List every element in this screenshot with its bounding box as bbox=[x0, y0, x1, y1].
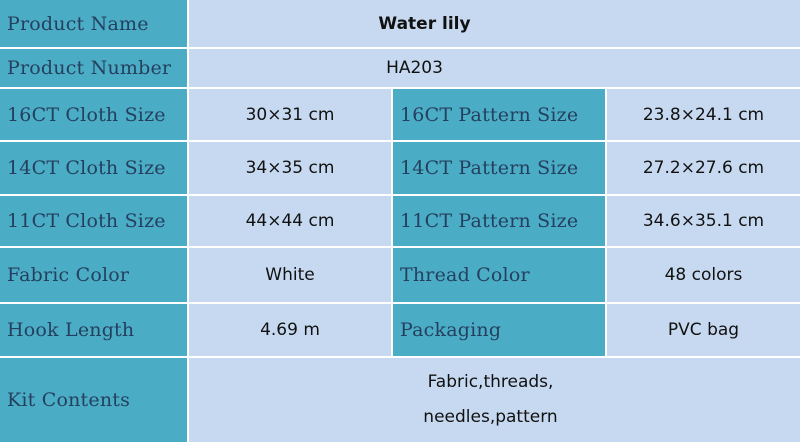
value-packaging: PVC bag bbox=[607, 304, 800, 356]
value-product-number: HA203 bbox=[189, 49, 800, 87]
value-hook-length: 4.69 m bbox=[189, 304, 391, 356]
label-11ct-cloth: 11CT Cloth Size bbox=[0, 196, 187, 246]
value-11ct-pattern: 34.6×35.1 cm bbox=[607, 196, 800, 246]
label-fabric-color: Fabric Color bbox=[0, 248, 187, 302]
label-packaging: Packaging bbox=[393, 304, 605, 356]
label-14ct-cloth: 14CT Cloth Size bbox=[0, 142, 187, 194]
value-14ct-cloth: 34×35 cm bbox=[189, 142, 391, 194]
label-11ct-pattern: 11CT Pattern Size bbox=[393, 196, 605, 246]
value-16ct-pattern: 23.8×24.1 cm bbox=[607, 89, 800, 140]
label-product-number: Product Number bbox=[0, 49, 187, 87]
label-14ct-pattern: 14CT Pattern Size bbox=[393, 142, 605, 194]
label-16ct-pattern: 16CT Pattern Size bbox=[393, 89, 605, 140]
label-product-name: Product Name bbox=[0, 0, 187, 47]
value-14ct-pattern: 27.2×27.6 cm bbox=[607, 142, 800, 194]
kit-line-2: needles,pattern bbox=[423, 407, 558, 427]
label-16ct-cloth: 16CT Cloth Size bbox=[0, 89, 187, 140]
value-kit-contents: Fabric,threads, needles,pattern bbox=[189, 358, 800, 442]
label-kit-contents: Kit Contents bbox=[0, 358, 187, 442]
value-11ct-cloth: 44×44 cm bbox=[189, 196, 391, 246]
value-16ct-cloth: 30×31 cm bbox=[189, 89, 391, 140]
value-thread-color: 48 colors bbox=[607, 248, 800, 302]
value-product-name: Water lily bbox=[189, 0, 800, 47]
kit-line-1: Fabric,threads, bbox=[427, 372, 554, 392]
label-thread-color: Thread Color bbox=[393, 248, 605, 302]
label-hook-length: Hook Length bbox=[0, 304, 187, 356]
value-fabric-color: White bbox=[189, 248, 391, 302]
